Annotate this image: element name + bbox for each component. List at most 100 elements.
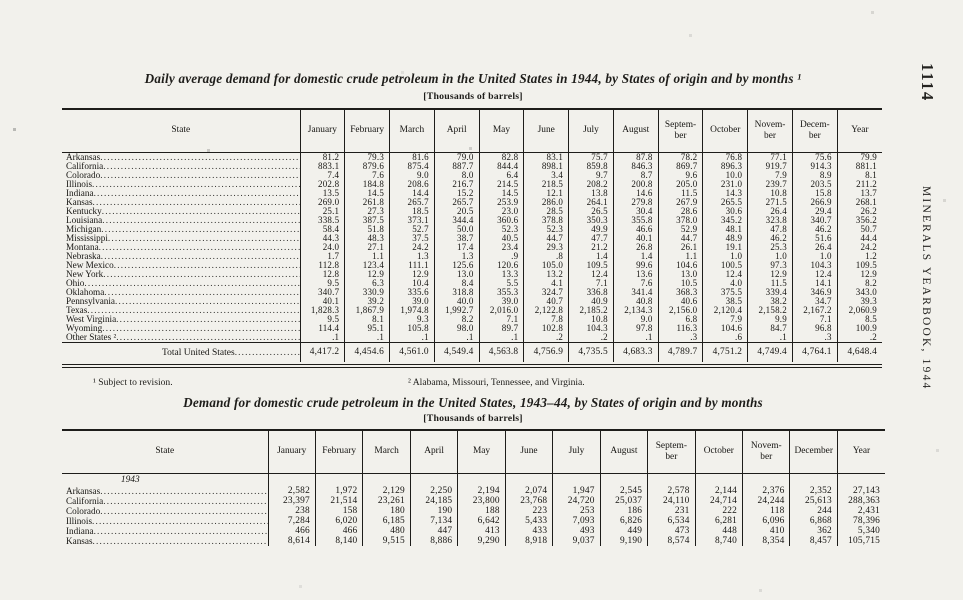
value-cell: 40.6: [657, 296, 703, 306]
value-cell: 40.1: [299, 296, 345, 306]
state-cell: Pennsylvania............................…: [62, 297, 300, 306]
value-cell: 2,134.3: [612, 305, 659, 315]
value-cell: 105,715: [836, 536, 885, 546]
value-cell: 105.8: [389, 323, 435, 333]
value-cell: 466: [314, 526, 363, 536]
value-cell: .8: [523, 251, 569, 261]
dotted-leader: ........................................…: [116, 314, 300, 324]
value-cell: 7.1: [478, 314, 524, 324]
value-cell: 23.4: [478, 242, 524, 252]
state-cell: New Mexico..............................…: [62, 261, 300, 270]
table2-subtitle: [Thousands of barrels]: [423, 413, 523, 424]
value-cell: 25,037: [599, 496, 648, 506]
dotted-leader: ........................................…: [113, 260, 300, 270]
value-cell: 87.8: [612, 152, 659, 162]
value-cell: 883.1: [299, 161, 345, 171]
month-column-header: January: [267, 430, 316, 474]
value-cell: 266.9: [791, 197, 838, 207]
dotted-leader: ........................................…: [103, 161, 300, 171]
value-cell: 2,167.2: [791, 305, 838, 315]
value-cell: 40.9: [568, 296, 614, 306]
value-cell: 253: [552, 506, 601, 516]
table-row: Other States ²..........................…: [62, 332, 882, 343]
header-row: State January February March April May June Jul…: [62, 109, 882, 153]
state-label: Louisiana: [66, 215, 103, 225]
value-cell: 8,614: [267, 536, 316, 546]
value-cell: 350.3: [568, 215, 614, 225]
state-cell: Other States ²..........................…: [62, 333, 300, 343]
value-cell: 26.4: [791, 242, 838, 252]
month-column-header: February: [344, 109, 390, 153]
value-cell: 244: [789, 506, 838, 516]
value-cell: 1.1: [657, 251, 703, 261]
value-cell: 5.5: [478, 278, 524, 288]
value-cell: 89.7: [478, 323, 524, 333]
dotted-leader: ........................................…: [107, 233, 300, 243]
value-cell: 373.1: [389, 215, 435, 225]
empty-cell: [836, 473, 885, 486]
value-cell: 9,037: [552, 536, 601, 546]
value-cell: 324.7: [523, 287, 569, 297]
value-cell: 433: [504, 526, 553, 536]
value-cell: 2,352: [789, 486, 838, 496]
value-cell: 881.1: [836, 161, 882, 171]
value-cell: 97.8: [612, 323, 659, 333]
value-cell: .9: [478, 251, 524, 261]
state-cell: Louisiana...............................…: [62, 216, 300, 225]
total-value-cell: 4,789.7: [657, 341, 703, 362]
value-cell: 1,828.3: [299, 305, 345, 315]
value-cell: 2,582: [267, 486, 316, 496]
value-cell: 48.3: [344, 233, 390, 243]
value-cell: 8,574: [647, 536, 696, 546]
value-cell: 8.1: [836, 170, 882, 180]
value-cell: 2,060.9: [836, 305, 882, 315]
value-cell: 79.3: [344, 152, 390, 162]
value-cell: 355.3: [478, 287, 524, 297]
value-cell: 267.9: [657, 197, 703, 207]
total-value-cell: 4,454.6: [344, 341, 390, 362]
month-column-header: June: [523, 109, 569, 153]
value-cell: 52.7: [389, 224, 435, 234]
value-cell: 123.4: [344, 260, 390, 270]
state-label: Mississippi: [66, 233, 108, 243]
dotted-leader: ........................................…: [92, 179, 299, 189]
value-cell: 9.3: [389, 314, 435, 324]
month-column-header: February: [314, 430, 363, 474]
empty-cell: [742, 473, 790, 486]
value-cell: 9.9: [747, 314, 793, 324]
value-cell: 25.3: [747, 242, 793, 252]
value-cell: 208.2: [568, 179, 614, 189]
value-cell: 48.1: [702, 224, 748, 234]
value-cell: 186: [599, 506, 648, 516]
value-cell: 323.8: [747, 215, 793, 225]
value-cell: 1.2: [836, 251, 882, 261]
value-cell: 120.6: [478, 260, 524, 270]
value-cell: 8,140: [314, 536, 363, 546]
value-cell: 9.0: [389, 170, 435, 180]
value-cell: 12.1: [523, 188, 569, 198]
value-cell: 6,281: [694, 516, 743, 526]
table-row: Kentucky................................…: [62, 206, 882, 216]
value-cell: 47.7: [568, 233, 614, 243]
empty-cell: [504, 473, 553, 486]
value-cell: 27.1: [344, 242, 390, 252]
value-cell: 875.4: [389, 161, 435, 171]
table2-container: State January February March April May June Jul…: [62, 429, 885, 546]
value-cell: 7.6: [344, 170, 390, 180]
value-cell: 336.8: [568, 287, 614, 297]
value-cell: 466: [267, 526, 316, 536]
value-cell: 1.1: [344, 251, 390, 261]
value-cell: 12.9: [344, 269, 390, 279]
value-cell: 2,578: [647, 486, 696, 496]
value-cell: 7.6: [612, 278, 659, 288]
value-cell: 12.4: [791, 269, 838, 279]
value-cell: 859.8: [568, 161, 614, 171]
value-cell: 2,156.0: [657, 305, 703, 315]
value-cell: 378.8: [523, 215, 569, 225]
value-cell: 208.6: [389, 179, 435, 189]
value-cell: 1.0: [747, 251, 793, 261]
value-cell: 21,514: [314, 496, 363, 506]
value-cell: 1.0: [702, 251, 748, 261]
state-label: New Mexico: [66, 260, 114, 270]
table-row: Kansas..................................…: [62, 197, 882, 207]
